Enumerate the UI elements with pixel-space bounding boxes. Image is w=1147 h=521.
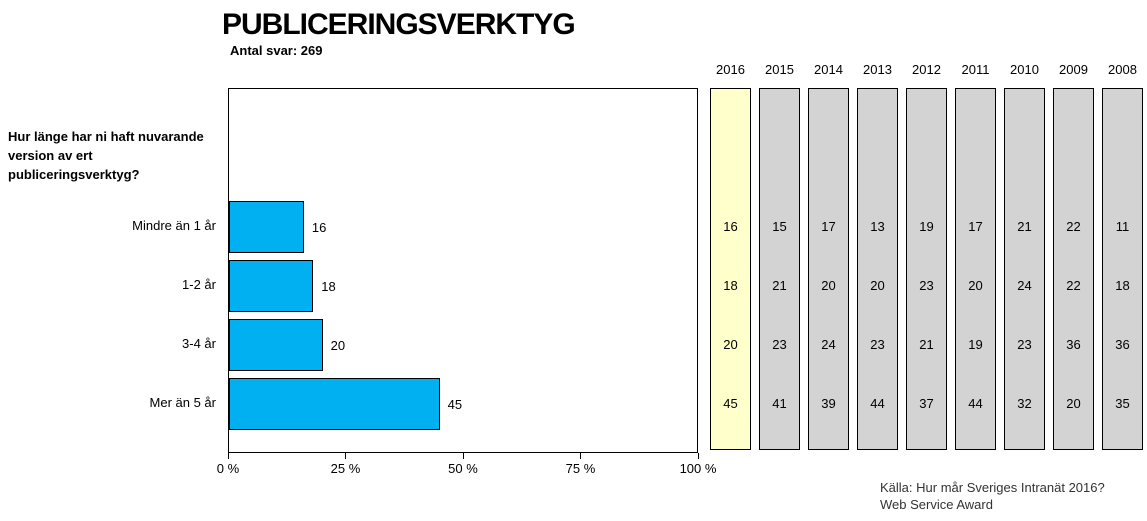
x-axis-tick-label: 0 % <box>216 461 240 476</box>
year-column-value: 23 <box>772 337 787 352</box>
year-column-value: 20 <box>1066 396 1081 411</box>
year-column-value: 39 <box>821 396 836 411</box>
year-column-value: 45 <box>723 396 738 411</box>
year-column-current: 16 18 20 45 <box>710 88 751 450</box>
question-text: Hur länge har ni haft nuvarande version … <box>8 129 204 182</box>
category-label: 3-4 år <box>182 336 216 351</box>
x-axis-tick-label: 25 % <box>330 461 361 476</box>
x-axis-tick-label: 50 % <box>448 461 478 476</box>
year-column-value: 13 <box>870 219 885 234</box>
bar <box>229 378 440 430</box>
year-column-value: 22 <box>1066 278 1081 293</box>
year-column: 11 18 36 35 <box>1102 88 1143 450</box>
x-axis-tick <box>697 453 699 459</box>
bar-value-label: 16 <box>311 219 327 235</box>
year-column-header: 2012 <box>912 62 941 77</box>
source-text: Källa: Hur mår Sveriges Intranät 2016? W… <box>880 479 1105 513</box>
year-column-value: 36 <box>1115 337 1130 352</box>
year-column-header: 2009 <box>1059 62 1088 77</box>
source-line-1: Källa: Hur mår Sveriges Intranät 2016? <box>880 480 1105 495</box>
bar-value-label: 45 <box>447 396 463 412</box>
bar-value-label: 18 <box>321 278 336 294</box>
year-column-value: 21 <box>772 278 787 293</box>
year-column-value: 23 <box>1017 337 1032 352</box>
year-column-value: 37 <box>919 396 934 411</box>
x-axis-tick <box>462 453 464 459</box>
year-column-value: 44 <box>968 396 983 411</box>
year-column-header: 2011 <box>961 62 990 77</box>
year-column-value: 23 <box>870 337 885 352</box>
year-column-value: 17 <box>968 219 983 234</box>
bar-row: 16 <box>229 201 697 253</box>
year-column-header: 2013 <box>863 62 892 77</box>
bar-row: 20 <box>229 319 697 371</box>
respondent-count: Antal svar: 269 <box>230 43 323 58</box>
bar <box>229 319 323 371</box>
year-column-header: 2015 <box>765 62 794 77</box>
plot-area: 16 18 20 45 <box>228 88 698 453</box>
bar <box>229 260 314 312</box>
chart-title: PUBLICERINGSVERKTYG <box>222 8 576 41</box>
year-column-value: 18 <box>1115 278 1130 293</box>
year-column-header: 2016 <box>716 62 745 77</box>
year-column-value: 11 <box>1115 219 1130 234</box>
x-axis-tick-label: 75 % <box>565 461 596 476</box>
year-column-value: 32 <box>1017 396 1032 411</box>
year-column-value: 24 <box>1017 278 1032 293</box>
x-axis-tick <box>345 453 346 459</box>
year-column-value: 41 <box>772 396 787 411</box>
year-column-value: 17 <box>821 219 836 234</box>
year-column-header: 2008 <box>1108 62 1137 77</box>
year-column-value: 24 <box>821 337 836 352</box>
year-column: 13 20 23 44 <box>857 88 898 450</box>
bar <box>229 201 304 253</box>
year-column-value: 23 <box>919 278 934 293</box>
year-column-value: 44 <box>870 396 885 411</box>
source-line-2: Web Service Award <box>880 497 993 512</box>
x-axis-tick-label: 100 % <box>679 461 717 476</box>
year-column-value: 21 <box>919 337 934 352</box>
year-column-value: 19 <box>968 337 983 352</box>
x-axis-tick <box>580 453 581 459</box>
year-column-value: 20 <box>723 337 738 352</box>
year-column: 19 23 21 37 <box>906 88 947 450</box>
year-column: 21 24 23 32 <box>1004 88 1045 450</box>
year-column: 17 20 19 44 <box>955 88 996 450</box>
x-axis-tick <box>227 453 229 459</box>
category-label: 1-2 år <box>182 277 216 292</box>
category-label: Mindre än 1 år <box>132 218 216 233</box>
year-column-value: 36 <box>1066 337 1081 352</box>
bar-row: 18 <box>229 260 697 312</box>
year-column-value: 20 <box>968 278 983 293</box>
year-column-value: 21 <box>1017 219 1032 234</box>
year-column: 15 21 23 41 <box>759 88 800 450</box>
bar-row: 45 <box>229 378 697 430</box>
bar-value-label: 20 <box>330 337 346 353</box>
category-label: Mer än 5 år <box>149 395 216 410</box>
year-column-value: 16 <box>723 219 738 234</box>
year-column-value: 22 <box>1066 219 1081 234</box>
year-column: 17 20 24 39 <box>808 88 849 450</box>
year-column: 22 22 36 20 <box>1053 88 1094 450</box>
year-column-header: 2014 <box>814 62 843 77</box>
year-column-value: 15 <box>772 219 787 234</box>
year-column-value: 20 <box>821 278 836 293</box>
year-column-value: 20 <box>870 278 885 293</box>
year-column-value: 35 <box>1115 396 1130 411</box>
year-column-value: 19 <box>919 219 934 234</box>
year-column-header: 2010 <box>1010 62 1039 77</box>
year-column-value: 18 <box>723 278 738 293</box>
